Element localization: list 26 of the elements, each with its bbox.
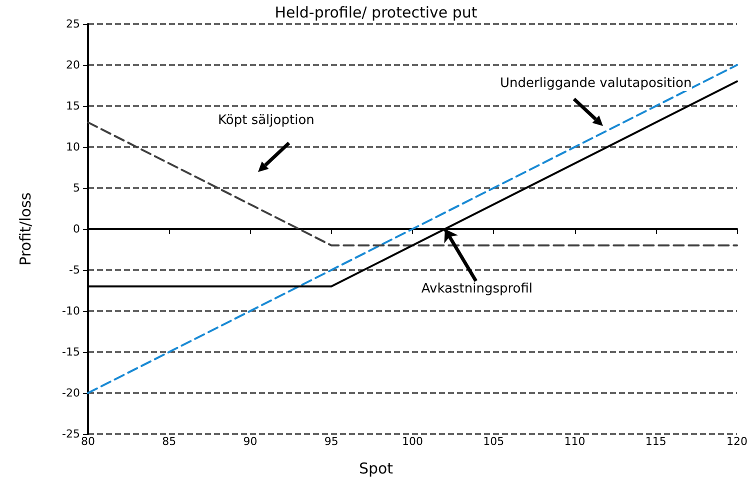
y-tick-label: -15: [62, 346, 80, 358]
x-tick-label: 95: [324, 435, 338, 448]
x-tick-label: 105: [483, 435, 504, 448]
y-axis-title: Profit/loss: [16, 192, 34, 266]
y-tick-label: -5: [69, 264, 80, 276]
chart-title: Held-profile/ protective put: [274, 4, 478, 22]
y-tick-label: -10: [62, 304, 80, 318]
x-tick-label: 90: [243, 435, 258, 448]
y-tick-label: -20: [62, 386, 80, 400]
x-tick-label: 115: [645, 435, 666, 448]
y-tick-label: 15: [66, 100, 80, 112]
x-axis-title: Spot: [358, 460, 394, 478]
y-tick-label: 0: [73, 222, 80, 236]
x-tick-label: 85: [162, 435, 176, 448]
x-tick-label: 100: [402, 435, 423, 448]
annotation: Köpt säljoption: [218, 113, 314, 128]
y-tick-label: 25: [66, 18, 80, 30]
x-tick-label: 110: [564, 435, 586, 448]
x-tick-label: 80: [81, 435, 95, 448]
y-tick-label: 10: [66, 140, 80, 154]
y-tick-label: 20: [66, 58, 80, 72]
annotation: Avkastningsprofil: [421, 282, 533, 297]
y-tick-label: 5: [73, 182, 80, 194]
y-tick-label: -25: [62, 428, 80, 440]
x-tick-label: 120: [726, 435, 748, 448]
annotation: Underliggande valutaposition: [500, 76, 692, 91]
